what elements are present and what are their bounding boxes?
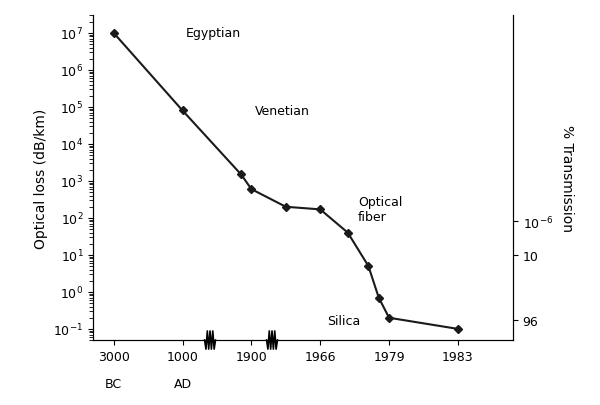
Y-axis label: Optical loss (dB/km): Optical loss (dB/km) (34, 108, 47, 248)
Text: BC: BC (105, 377, 122, 390)
Text: Optical
fiber: Optical fiber (358, 196, 403, 224)
Text: Silica: Silica (327, 314, 361, 327)
Y-axis label: % Transmission: % Transmission (560, 125, 574, 232)
Text: Egyptian: Egyptian (186, 27, 241, 40)
Text: AD: AD (173, 377, 191, 390)
Text: Venetian: Venetian (255, 105, 310, 118)
